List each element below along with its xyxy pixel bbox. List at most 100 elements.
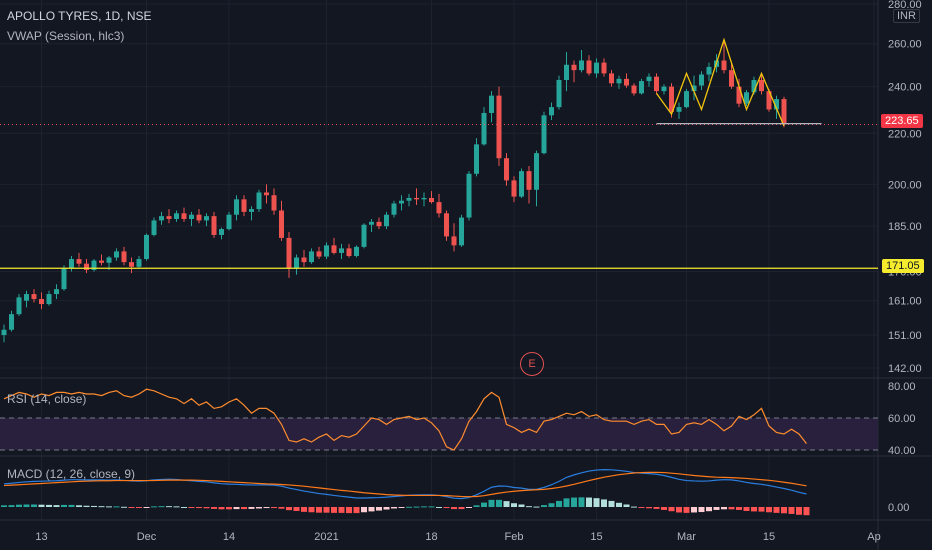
candle-body (414, 197, 419, 200)
macd-histogram-bar (226, 507, 232, 510)
candle-body (541, 115, 547, 154)
macd-histogram-bar (466, 507, 472, 508)
macd-axis-label: 0.00 (888, 502, 909, 514)
candle-body (691, 85, 697, 92)
time-axis-label: Ap (867, 531, 880, 543)
candle-body (571, 64, 577, 71)
rsi-axis-label: 60.00 (888, 413, 916, 425)
candle-body (676, 107, 682, 112)
candle-body (129, 262, 134, 267)
price-axis-label: 260.00 (888, 39, 922, 51)
price-axis-label: 240.00 (888, 82, 922, 94)
macd-histogram-bar (698, 507, 705, 513)
macd-histogram-bar (331, 507, 337, 513)
earnings-marker-icon[interactable]: E (520, 352, 544, 376)
macd-histogram-bar (151, 506, 157, 508)
candle-body (76, 259, 82, 264)
macd-histogram-bar (46, 504, 52, 507)
macd-histogram-bar (571, 497, 577, 507)
candle-body (661, 86, 667, 92)
macd-histogram-bar (743, 507, 750, 511)
macd-histogram-bar (248, 507, 255, 509)
macd-histogram-bar (473, 505, 480, 507)
candle-body (271, 195, 277, 211)
macd-histogram-bar (781, 507, 787, 514)
candle-body (166, 216, 172, 219)
candle-body (729, 70, 734, 87)
macd-histogram-bar (751, 507, 757, 512)
macd-histogram-bar (616, 502, 622, 507)
currency-label[interactable]: INR (893, 9, 920, 23)
candle-body (234, 199, 239, 215)
candle-body (301, 257, 307, 263)
candle-body (31, 294, 37, 300)
candle-body (346, 248, 352, 256)
candle-body (579, 60, 584, 71)
macd-histogram-bar (713, 507, 720, 510)
candle-body (781, 99, 787, 125)
candle-body (489, 95, 494, 113)
macd-histogram-bar (736, 507, 742, 510)
candle-body (151, 220, 157, 235)
candle-body (481, 112, 487, 145)
price-axis-label: 280.00 (888, 0, 922, 11)
rsi-series (3, 388, 807, 451)
candle-body (384, 214, 389, 227)
candle-body (339, 248, 344, 253)
time-axis-label: Mar (677, 531, 696, 543)
candle-body (256, 192, 262, 210)
candle-body (639, 81, 644, 94)
vwap-indicator-label[interactable]: VWAP (Session, hlc3) (7, 29, 125, 43)
axis-ticks: 280.00260.00240.00220.00200.00185.00170.… (35, 0, 921, 543)
candle-body (601, 62, 607, 74)
candle-body (421, 197, 427, 200)
candle-body (624, 78, 629, 86)
candle-body (631, 85, 637, 94)
macd-histogram-bar (721, 507, 727, 510)
candle-body (459, 217, 464, 246)
candle-body (699, 74, 704, 86)
candle-body (249, 209, 254, 212)
candle-body (121, 251, 127, 263)
candle-body (361, 224, 367, 247)
macd-histogram-bar (173, 506, 180, 508)
macd-histogram-bar (136, 507, 142, 508)
candle-body (616, 78, 622, 84)
macd-histogram-bar (271, 507, 277, 509)
macd-histogram-bar (706, 507, 712, 512)
candle-body (204, 216, 209, 221)
macd-histogram-bar (308, 507, 315, 513)
candle-body (241, 199, 247, 212)
chart-symbol-title[interactable]: APOLLO TYRES, 1D, NSE (7, 9, 152, 23)
candlestick-series (1, 39, 787, 343)
macd-histogram-bar (38, 504, 45, 507)
time-axis-label: 15 (590, 531, 602, 543)
macd-histogram-bar (113, 506, 120, 508)
rsi-pane-label[interactable]: RSI (14, close) (7, 392, 87, 406)
macd-histogram-bar (53, 505, 60, 507)
candle-body (511, 180, 517, 197)
macd-histogram-bar (451, 507, 457, 510)
macd-histogram-bar (601, 499, 607, 507)
macd-histogram-bar (353, 507, 360, 514)
macd-histogram-bar (23, 504, 30, 507)
candle-body (189, 214, 194, 219)
macd-histogram-bar (91, 505, 97, 507)
macd-pane-label[interactable]: MACD (12, 26, close, 9) (7, 467, 136, 481)
macd-histogram-bar (413, 506, 420, 508)
macd-histogram-bar (203, 507, 210, 509)
rsi-axis-label: 40.00 (888, 445, 916, 457)
candle-body (766, 91, 772, 110)
macd-histogram-bar (376, 507, 382, 511)
candle-body (466, 173, 472, 218)
price-axis-label: 220.00 (888, 128, 922, 140)
candle-body (654, 76, 659, 92)
macd-histogram-bar (556, 500, 562, 507)
candle-body (46, 294, 52, 305)
candle-body (181, 213, 187, 219)
macd-histogram-bar (691, 507, 697, 513)
macd-histogram-bar (286, 507, 292, 511)
macd-histogram-bar (653, 507, 660, 509)
macd-histogram-bar (346, 507, 352, 514)
macd-histogram-bar (488, 499, 495, 507)
